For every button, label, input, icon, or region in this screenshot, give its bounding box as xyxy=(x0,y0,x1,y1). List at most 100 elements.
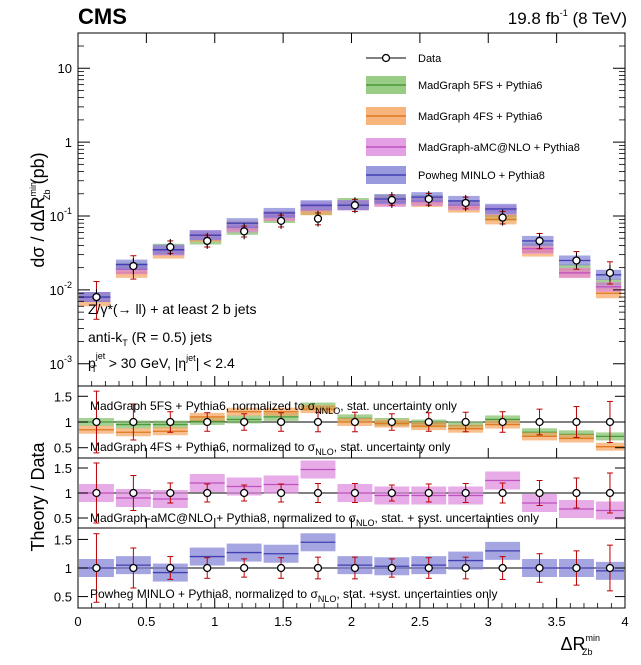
data-point-12 xyxy=(535,236,544,246)
data-point-5 xyxy=(276,216,286,225)
experiment-label: CMS xyxy=(78,4,127,29)
x-axis: 0 0.5 1 1.5 2 2.5 3 3.5 4 xyxy=(74,33,629,629)
ratio-data-point-2-4 xyxy=(240,563,249,573)
ratio-data-point-2-6 xyxy=(313,563,323,573)
ratio-data-point-2-7 xyxy=(350,563,360,573)
main-y-axis: 10 1 10-1 10-2 10-3 xyxy=(50,32,625,372)
ratio-y-axis-label: Theory / Data xyxy=(28,441,48,551)
main-y-axis-label: dσ / dΔRmin Zb (pb) xyxy=(28,152,52,267)
note-jet-algo: anti-kT (R = 0.5) jets xyxy=(88,329,212,348)
legend-amc-label: MadGraph-aMC@NLO + Pythia8 xyxy=(418,142,580,154)
legend: Data MadGraph 5FS + Pythia6 MadGraph 4FS… xyxy=(366,53,580,184)
ratio-label-powheg: Powheg MINLO + Pythia8, normalized to σN… xyxy=(90,587,497,604)
x-tick-label-1: 0.5 xyxy=(137,614,155,629)
ratio-data-point-0-8 xyxy=(387,417,396,427)
ratio-data-point-2-2 xyxy=(166,563,175,573)
ratio-data-point-2-11 xyxy=(498,563,507,573)
y-tick-label-4: 10-3 xyxy=(50,354,72,372)
ratio-data-point-0-13 xyxy=(572,417,581,427)
legend-mg4fs-label: MadGraph 4FS + Pythia6 xyxy=(418,111,542,123)
data-point-8 xyxy=(387,195,396,205)
data-point-1 xyxy=(129,261,138,271)
ratio-data-point-0-6 xyxy=(313,417,323,427)
data-point-10 xyxy=(461,198,470,208)
main-plot-area xyxy=(79,190,622,320)
y-tick-label-1: 1 xyxy=(65,135,72,150)
legend-data-marker xyxy=(381,53,391,63)
ratio-data-point-0-3 xyxy=(203,417,212,427)
x-axis-label: ΔRmin Zb xyxy=(560,633,600,657)
ratio-data-point-1-11 xyxy=(498,488,507,498)
ratio-data-point-0-1 xyxy=(129,417,138,427)
ratio-data-point-1-4 xyxy=(240,488,249,498)
x-tick-label-0: 0 xyxy=(74,614,81,629)
ratio-data-point-2-10 xyxy=(461,563,470,573)
x-tick-label-4: 2 xyxy=(348,614,355,629)
x-tick-label-2: 1 xyxy=(211,614,218,629)
ratio-data-point-2-8 xyxy=(387,563,396,573)
data-point-6 xyxy=(313,214,323,223)
ratio-data-point-2-0 xyxy=(92,563,101,573)
ratio-label-amc: MadGraph-aMC@NLO + Pythia8, normalized t… xyxy=(90,511,539,528)
data-point-2 xyxy=(166,242,175,252)
ratio-data-point-2-3 xyxy=(203,563,212,573)
ratio-data-point-1-7 xyxy=(350,488,360,498)
luminosity-label: 19.8 fb-1 (8 TeV) xyxy=(508,8,627,28)
ratio-data-point-0-7 xyxy=(350,417,360,427)
legend-powheg-label: Powheg MINLO + Pythia8 xyxy=(418,170,545,182)
ratio-data-point-1-1 xyxy=(129,488,138,498)
ratio-y-tick-label-0-2: 0.5 xyxy=(54,441,72,456)
ratio-data-point-1-6 xyxy=(313,488,323,498)
ratio-y-tick-label-1-1: 1 xyxy=(65,486,72,501)
ratio-data-point-0-2 xyxy=(166,417,175,427)
ratio-label-mg4fs: MadGraph 4FS + Pythia6, normalized to σN… xyxy=(90,440,450,457)
note-jet-cuts: pjet T > 30 GeV, |ηjet| < 2.4 xyxy=(88,351,235,374)
ratio-data-point-1-3 xyxy=(203,488,212,498)
note-process: Z/γ*(→ ll) + at least 2 b jets xyxy=(88,301,256,317)
ratio-data-point-0-14 xyxy=(605,417,615,427)
ratio-data-point-0-11 xyxy=(498,417,507,427)
ratio-data-point-2-9 xyxy=(424,563,433,573)
ratio-y-tick-label-1-2: 0.5 xyxy=(54,511,72,526)
data-point-11 xyxy=(498,213,507,222)
ratio-data-point-2-13 xyxy=(572,563,581,573)
ratio-y-tick-label-2-1: 1 xyxy=(65,561,72,576)
ratio-label-mg5fs: MadGraph 5FS + Pythia6, normalized to σN… xyxy=(90,399,457,416)
ratio-data-point-0-5 xyxy=(276,417,286,427)
ratio-data-point-0-4 xyxy=(240,417,249,427)
ratio-y-tick-label-0-0: 1.5 xyxy=(54,389,72,404)
legend-data-label: Data xyxy=(418,53,442,65)
y-tick-label-2: 10-1 xyxy=(50,206,72,224)
ratio-data-point-0-0 xyxy=(92,417,101,427)
ratio-plot-area: 1.5 1 0.5 1.5 1 0.5 1.5 1 0.5 xyxy=(54,389,625,605)
ratio-data-point-0-12 xyxy=(535,417,544,427)
ratio-data-point-2-12 xyxy=(535,563,544,573)
data-point-13 xyxy=(572,256,581,265)
x-tick-label-3: 1.5 xyxy=(274,614,292,629)
ratio-data-point-1-14 xyxy=(605,488,615,498)
data-point-9 xyxy=(424,194,433,204)
legend-mg5fs-label: MadGraph 5FS + Pythia6 xyxy=(418,80,542,92)
ratio-data-point-2-1 xyxy=(129,563,138,573)
ratio-y-tick-label-2-0: 1.5 xyxy=(54,532,72,547)
ratio-data-point-1-10 xyxy=(461,488,470,498)
x-tick-label-8: 4 xyxy=(621,614,628,629)
ratio-data-point-1-0 xyxy=(92,488,101,498)
y-tick-label-3: 10-2 xyxy=(50,280,72,298)
x-tick-label-6: 3 xyxy=(485,614,492,629)
data-point-4 xyxy=(240,227,249,236)
ratio-data-point-2-14 xyxy=(605,563,615,573)
ratio-data-point-1-2 xyxy=(166,488,175,498)
ratio-data-point-1-9 xyxy=(424,488,433,498)
x-tick-label-7: 3.5 xyxy=(548,614,566,629)
selection-notes: Z/γ*(→ ll) + at least 2 b jets anti-kT (… xyxy=(88,301,256,374)
y-tick-label-0: 10 xyxy=(58,61,72,76)
data-point-3 xyxy=(203,236,212,246)
data-point-0 xyxy=(92,292,101,302)
ratio-data-point-0-9 xyxy=(424,417,433,427)
x-tick-label-5: 2.5 xyxy=(411,614,429,629)
ratio-data-point-1-8 xyxy=(387,488,396,498)
data-point-7 xyxy=(350,201,360,210)
ratio-y-tick-label-1-0: 1.5 xyxy=(54,461,72,476)
